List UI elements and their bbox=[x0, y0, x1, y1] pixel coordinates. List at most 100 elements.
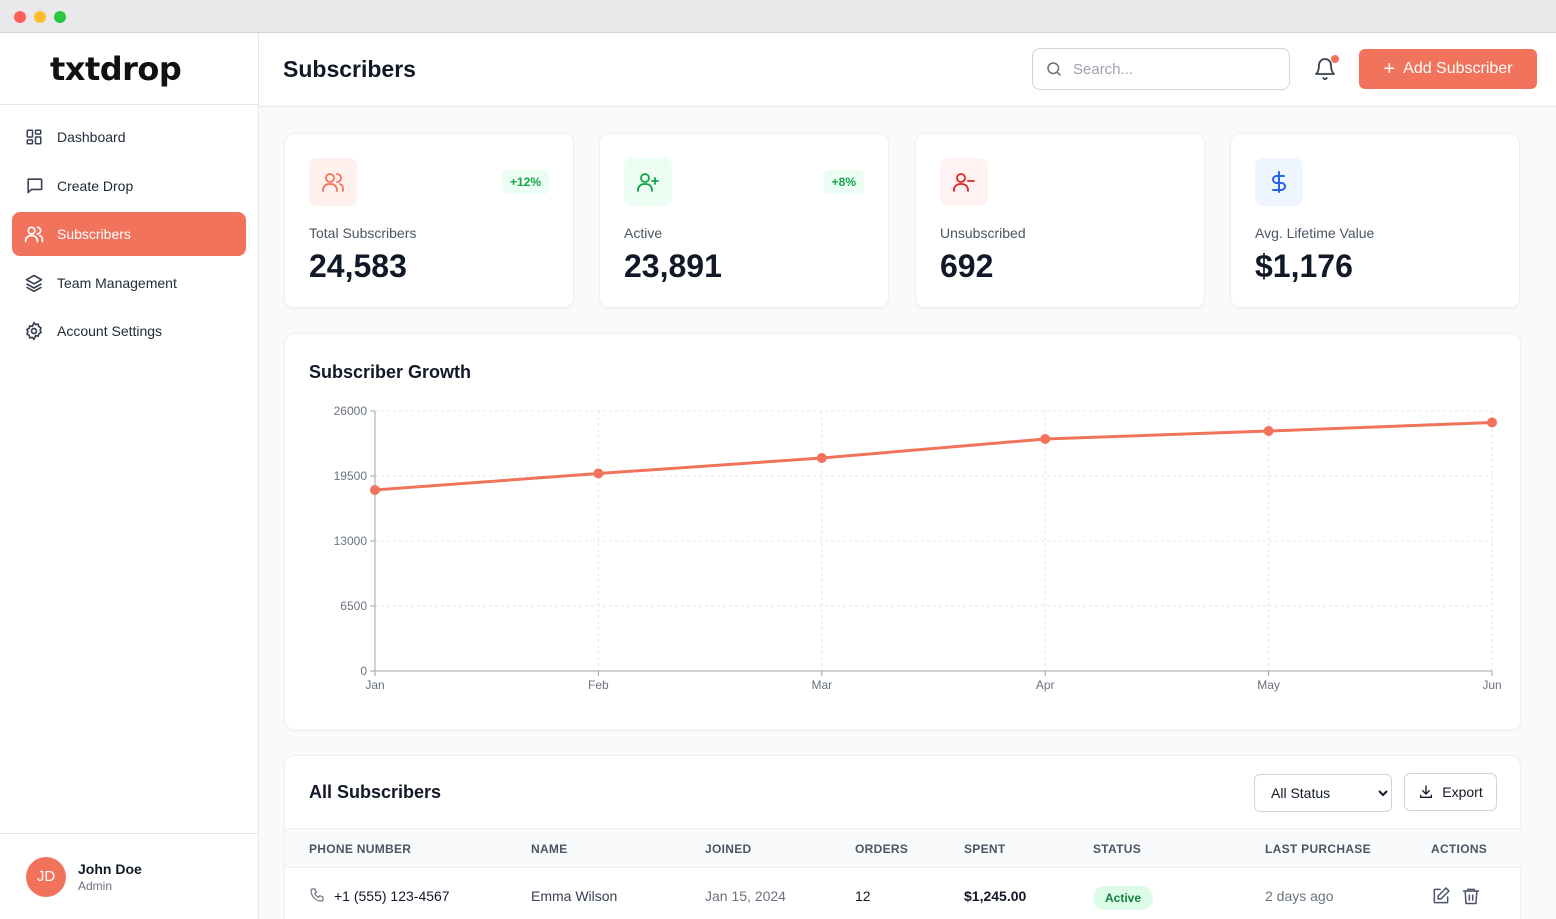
x-tick-label: Apr bbox=[1036, 678, 1055, 692]
change-badge: +8% bbox=[823, 170, 864, 194]
stat-card-total-subscribers: +12% Total Subscribers 24,583 bbox=[284, 133, 574, 308]
download-icon bbox=[1420, 785, 1433, 798]
y-tick-label: 0 bbox=[360, 664, 367, 678]
sidebar-nav: Dashboard Create Drop Subscribers Team M… bbox=[0, 105, 258, 368]
sidebar-item-create-drop[interactable]: Create Drop bbox=[12, 164, 246, 208]
status-badge: Active bbox=[1093, 886, 1154, 910]
chart-title: Subscriber Growth bbox=[309, 362, 472, 382]
series-line bbox=[374, 421, 1493, 492]
sidebar-item-account-settings[interactable]: Account Settings bbox=[12, 309, 246, 353]
dashboard-icon bbox=[24, 127, 44, 147]
app-logo[interactable]: txtdrop bbox=[50, 49, 182, 88]
top-header: Subscribers + Add Subscriber bbox=[259, 33, 1556, 107]
page-title: Subscribers bbox=[283, 56, 416, 82]
subscriber-growth-chart: 0 6500 13000 19500 26000 Jan Feb Mar Apr May Jun bbox=[334, 404, 1502, 692]
data-point bbox=[816, 453, 827, 463]
data-point bbox=[593, 468, 604, 479]
sidebar-item-label: Subscribers bbox=[57, 226, 131, 242]
user-plus-icon bbox=[624, 158, 672, 206]
y-tick-label: 19500 bbox=[334, 469, 368, 483]
column-header[interactable]: STATUS bbox=[1093, 842, 1142, 856]
stat-label: Active bbox=[624, 225, 663, 241]
column-header[interactable]: JOINED bbox=[705, 842, 752, 856]
search-box[interactable] bbox=[1032, 48, 1290, 90]
gear-icon bbox=[24, 321, 44, 341]
table-header: PHONE NUMBER NAME JOINED ORDERS SPENT ST… bbox=[285, 828, 1522, 868]
sidebar-item-label: Dashboard bbox=[57, 129, 126, 145]
stat-label: Avg. Lifetime Value bbox=[1255, 225, 1375, 241]
logo-area: txtdrop bbox=[0, 33, 258, 105]
cell-name: Emma Wilson bbox=[531, 888, 618, 904]
x-tick-label: Jan bbox=[365, 678, 384, 692]
status-filter-select[interactable]: All Status bbox=[1254, 774, 1392, 812]
cell-orders: 12 bbox=[855, 888, 871, 904]
table-title: All Subscribers bbox=[309, 782, 442, 802]
users-icon bbox=[309, 158, 357, 206]
window-titlebar bbox=[0, 0, 1556, 33]
stat-card-active: +8% Active 23,891 bbox=[599, 133, 889, 308]
dollar-icon bbox=[1255, 158, 1303, 206]
sidebar-item-label: Create Drop bbox=[57, 177, 134, 194]
export-button[interactable]: Export bbox=[1404, 773, 1497, 811]
table-row[interactable]: +1 (555) 123-4567 Emma Wilson Jan 15, 20… bbox=[285, 868, 1522, 919]
cell-last-purchase: 2 days ago bbox=[1265, 888, 1334, 904]
data-point bbox=[1040, 434, 1051, 444]
column-header[interactable]: SPENT bbox=[964, 842, 1006, 856]
user-minus-icon bbox=[940, 158, 988, 206]
sidebar-item-dashboard[interactable]: Dashboard bbox=[12, 115, 246, 159]
data-point bbox=[370, 485, 380, 495]
column-header[interactable]: ORDERS bbox=[855, 842, 909, 856]
sidebar: txtdrop Dashboard Create Drop Subscriber… bbox=[0, 33, 259, 919]
x-tick-label: Jun bbox=[1482, 678, 1501, 692]
stat-card-unsubscribed: Unsubscribed 692 bbox=[915, 133, 1205, 308]
x-tick-label: Mar bbox=[811, 678, 832, 692]
cell-joined: Jan 15, 2024 bbox=[705, 888, 786, 904]
x-tick-label: May bbox=[1257, 678, 1280, 692]
stat-card-avg-lifetime-value: Avg. Lifetime Value $1,176 bbox=[1230, 133, 1520, 308]
layers-icon bbox=[24, 273, 44, 293]
export-label: Export bbox=[1442, 784, 1483, 800]
stat-value: 692 bbox=[940, 248, 994, 284]
bell-icon[interactable] bbox=[1313, 57, 1337, 81]
subscriber-growth-chart-card: Subscriber Growth 0 6500 13000 19500 26000 Ja… bbox=[284, 333, 1521, 730]
cell-phone: +1 (555) 123-4567 bbox=[334, 888, 450, 904]
stat-label: Total Subscribers bbox=[309, 225, 417, 241]
change-badge: +12% bbox=[501, 170, 549, 194]
x-tick-label: Feb bbox=[588, 678, 609, 692]
user-name: John Doe bbox=[78, 860, 142, 877]
user-role: Admin bbox=[78, 878, 113, 893]
add-subscriber-button[interactable]: + Add Subscriber bbox=[1359, 49, 1537, 89]
column-header[interactable]: PHONE NUMBER bbox=[309, 842, 412, 856]
stat-value: 24,583 bbox=[309, 248, 407, 284]
column-header[interactable]: LAST PURCHASE bbox=[1265, 842, 1371, 856]
column-header[interactable]: NAME bbox=[531, 842, 568, 856]
y-tick-label: 6500 bbox=[340, 599, 367, 613]
sidebar-item-label: Team Management bbox=[57, 274, 177, 291]
user-profile[interactable]: JD John Doe Admin bbox=[0, 833, 258, 919]
sidebar-item-label: Account Settings bbox=[57, 323, 163, 339]
users-icon bbox=[24, 224, 44, 244]
column-header: ACTIONS bbox=[1431, 842, 1488, 856]
window-minimize-button[interactable] bbox=[34, 11, 46, 23]
window-zoom-button[interactable] bbox=[54, 11, 66, 23]
search-input[interactable] bbox=[1073, 60, 1273, 78]
data-point bbox=[1263, 426, 1274, 436]
cell-spent: $1,245.00 bbox=[964, 888, 1027, 904]
subscribers-table-card: All Subscribers All Status Export PHONE … bbox=[284, 755, 1522, 919]
stat-value: 23,891 bbox=[624, 248, 722, 284]
avatar: JD bbox=[26, 856, 66, 897]
notification-dot bbox=[1331, 55, 1339, 63]
phone-icon bbox=[310, 888, 324, 902]
stat-label: Unsubscribed bbox=[940, 225, 1026, 241]
y-tick-label: 13000 bbox=[334, 534, 368, 548]
y-tick-label: 26000 bbox=[334, 404, 368, 418]
trash-icon[interactable] bbox=[1461, 886, 1481, 906]
sidebar-item-subscribers[interactable]: Subscribers bbox=[12, 212, 246, 256]
window-close-button[interactable] bbox=[14, 11, 26, 23]
add-subscriber-label: Add Subscriber bbox=[1403, 60, 1513, 77]
plus-icon: + bbox=[1383, 58, 1396, 80]
edit-icon[interactable] bbox=[1431, 886, 1451, 906]
stat-value: $1,176 bbox=[1255, 248, 1353, 284]
data-point bbox=[1487, 417, 1497, 428]
sidebar-item-team-management[interactable]: Team Management bbox=[12, 261, 246, 305]
